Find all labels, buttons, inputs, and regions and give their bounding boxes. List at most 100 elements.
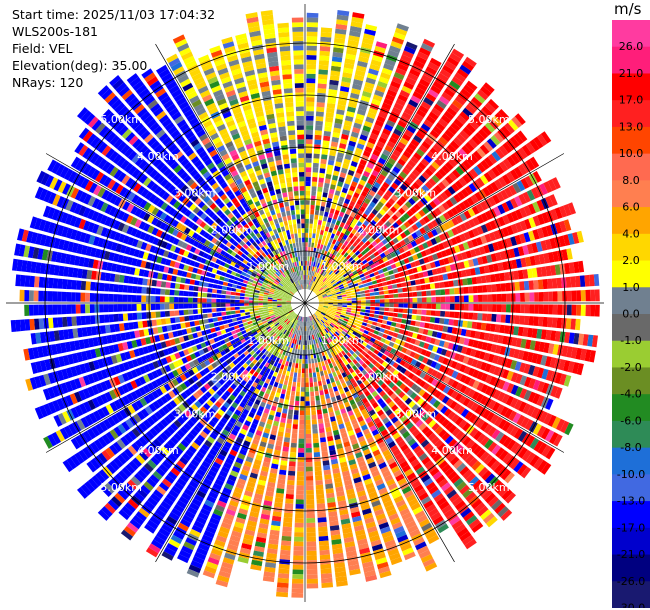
velocity-gate bbox=[398, 247, 405, 254]
velocity-gate bbox=[460, 408, 470, 418]
velocity-gate bbox=[480, 159, 490, 170]
velocity-gate bbox=[254, 388, 260, 395]
velocity-gate bbox=[305, 382, 309, 388]
velocity-gate bbox=[315, 125, 323, 131]
velocity-gate bbox=[254, 333, 260, 339]
velocity-gate bbox=[434, 282, 440, 289]
velocity-gate bbox=[299, 415, 305, 420]
velocity-gate bbox=[527, 327, 533, 338]
velocity-gate bbox=[364, 312, 370, 317]
velocity-gate bbox=[356, 220, 363, 227]
velocity-gate bbox=[337, 303, 343, 305]
velocity-gate bbox=[332, 175, 339, 181]
velocity-gate bbox=[271, 458, 280, 465]
velocity-gate bbox=[379, 208, 386, 216]
velocity-gate bbox=[514, 315, 520, 325]
velocity-gate bbox=[456, 481, 467, 492]
velocity-gate bbox=[442, 273, 449, 281]
velocity-gate bbox=[261, 348, 267, 354]
velocity-gate bbox=[409, 68, 421, 78]
velocity-gate bbox=[341, 466, 349, 473]
velocity-gate bbox=[105, 404, 114, 415]
velocity-gate bbox=[125, 418, 134, 429]
velocity-gate bbox=[332, 296, 338, 299]
velocity-gate bbox=[347, 373, 353, 380]
velocity-gate bbox=[543, 181, 553, 193]
velocity-gate bbox=[289, 311, 294, 315]
velocity-gate bbox=[450, 390, 459, 399]
velocity-gate bbox=[377, 282, 383, 287]
velocity-gate bbox=[373, 314, 379, 319]
velocity-gate bbox=[185, 341, 192, 348]
velocity-gate bbox=[288, 470, 296, 476]
velocity-gate bbox=[367, 178, 375, 186]
velocity-gate bbox=[122, 342, 129, 351]
velocity-gate bbox=[315, 111, 324, 117]
velocity-gate bbox=[464, 141, 475, 152]
velocity-gate bbox=[120, 436, 130, 447]
velocity-gate bbox=[432, 197, 441, 206]
velocity-gate bbox=[382, 256, 389, 263]
velocity-gate bbox=[454, 444, 465, 455]
velocity-gate bbox=[180, 322, 186, 329]
velocity-gate bbox=[345, 380, 352, 387]
velocity-gate bbox=[379, 347, 386, 354]
velocity-gate bbox=[293, 414, 299, 420]
velocity-gate bbox=[437, 242, 445, 251]
velocity-gate bbox=[549, 194, 558, 206]
velocity-gate bbox=[438, 460, 449, 470]
velocity-gate bbox=[337, 384, 343, 391]
velocity-gate bbox=[440, 333, 447, 340]
velocity-gate bbox=[385, 201, 393, 209]
velocity-gate bbox=[358, 104, 368, 112]
velocity-gate bbox=[300, 401, 305, 406]
velocity-gate bbox=[261, 436, 268, 443]
velocity-gate bbox=[573, 261, 580, 273]
velocity-gate bbox=[330, 141, 339, 148]
velocity-gate bbox=[315, 400, 321, 406]
velocity-gate bbox=[110, 355, 118, 364]
velocity-gate bbox=[231, 465, 241, 473]
velocity-gate bbox=[376, 141, 385, 149]
velocity-gate bbox=[242, 408, 250, 416]
velocity-gate bbox=[289, 456, 296, 462]
velocity-gate bbox=[322, 265, 326, 271]
velocity-gate bbox=[412, 91, 424, 100]
velocity-gate bbox=[435, 310, 441, 317]
velocity-gate bbox=[319, 314, 324, 318]
velocity-gate bbox=[337, 500, 347, 507]
velocity-gate bbox=[220, 350, 227, 356]
velocity-gate bbox=[202, 335, 209, 341]
velocity-gate bbox=[375, 274, 381, 280]
velocity-gate bbox=[306, 275, 308, 280]
velocity-gate bbox=[345, 219, 352, 226]
velocity-gate bbox=[337, 364, 342, 370]
velocity-gate bbox=[392, 237, 399, 244]
velocity-gate bbox=[469, 427, 479, 438]
velocity-gate bbox=[385, 397, 393, 405]
velocity-gate bbox=[482, 285, 488, 293]
velocity-gate bbox=[375, 326, 381, 332]
velocity-gate bbox=[317, 295, 323, 298]
velocity-gate bbox=[454, 523, 466, 534]
velocity-gate bbox=[347, 395, 354, 402]
velocity-gate bbox=[294, 367, 298, 373]
velocity-gate bbox=[332, 548, 343, 555]
velocity-gate bbox=[298, 447, 305, 453]
velocity-gate bbox=[239, 359, 246, 366]
velocity-gate bbox=[161, 405, 170, 415]
velocity-gate bbox=[568, 332, 575, 344]
velocity-gate bbox=[421, 171, 430, 180]
velocity-gate bbox=[443, 408, 452, 417]
velocity-gate bbox=[456, 527, 469, 538]
velocity-gate bbox=[320, 437, 327, 443]
velocity-gate bbox=[451, 271, 458, 279]
velocity-gate bbox=[500, 469, 512, 481]
velocity-gate bbox=[491, 429, 501, 440]
velocity-gate bbox=[317, 414, 323, 420]
velocity-gate bbox=[289, 357, 293, 363]
velocity-gate bbox=[481, 255, 488, 264]
velocity-gate bbox=[255, 536, 267, 544]
velocity-gate bbox=[291, 433, 298, 439]
velocity-gate bbox=[194, 400, 202, 409]
